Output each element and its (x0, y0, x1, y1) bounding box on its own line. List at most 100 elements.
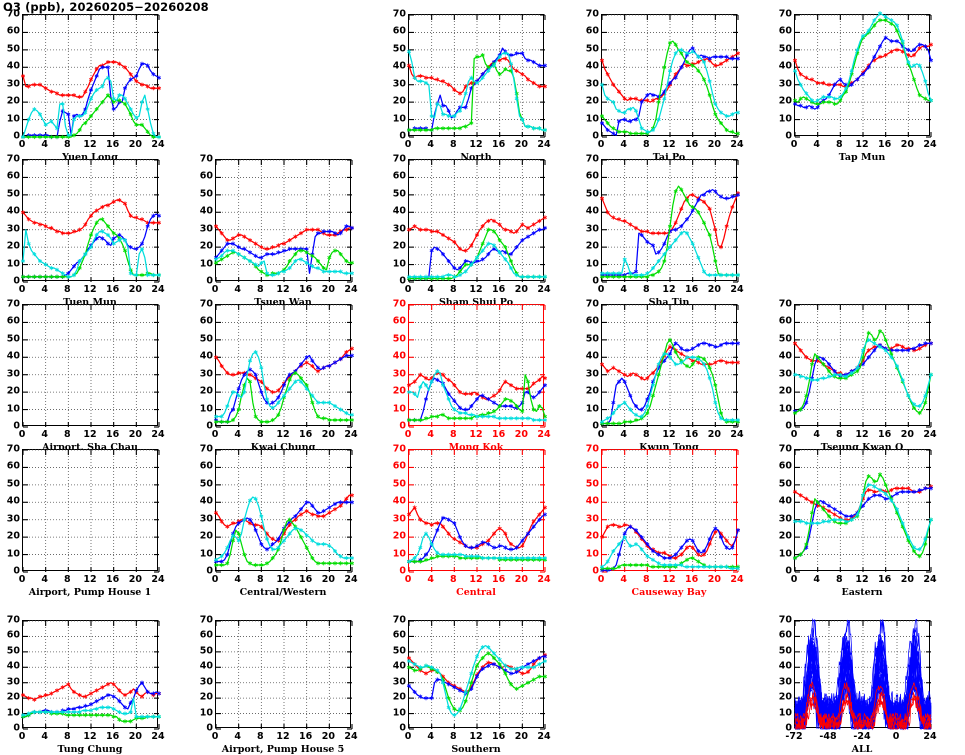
chart-panel-tai-po: 0 10 20 30 40 50 60 70 0 4 8 12 16 20 24 Tai Po (586, 9, 744, 162)
series-line-blue (794, 651, 932, 724)
x-axis-tick-label: 24 (730, 139, 744, 150)
y-axis-tick-label: 20 (6, 691, 20, 703)
series-markers-cyan (599, 231, 741, 278)
x-axis-tick-label: 12 (469, 139, 483, 150)
plot-area (406, 159, 548, 283)
x-axis-tick-label: 20 (514, 139, 528, 150)
x-axis-tick-label: 20 (900, 429, 914, 440)
panel-title-causeway-bay: Causeway Bay (631, 587, 707, 598)
y-axis-tick-label: 60 (778, 460, 792, 472)
y-axis-tick-label: 30 (6, 675, 20, 687)
x-axis-tick-label: 8 (450, 429, 457, 440)
y-axis-tick-label: 0 (206, 565, 213, 577)
y-axis-tick-label: 60 (585, 170, 599, 182)
plot-canvas (792, 11, 934, 138)
x-axis-tick-label: 8 (836, 574, 843, 585)
y-axis-tick-label: 20 (199, 530, 213, 542)
x-axis-tick-label: 4 (234, 429, 241, 440)
y-axis-tick-label: 40 (6, 60, 20, 72)
x-axis-tick-label: 24 (923, 574, 937, 585)
x-axis-tick-label: 12 (83, 429, 97, 440)
y-axis-tick-label: 70 (585, 8, 599, 20)
plot-canvas (406, 449, 548, 573)
series-markers-green (213, 370, 355, 424)
series-markers-red (20, 197, 162, 236)
y-axis-tick-label: 60 (585, 315, 599, 327)
x-axis-tick-label: -48 (819, 731, 837, 742)
plot-canvas (599, 304, 741, 428)
y-axis-tick-label: 40 (199, 350, 213, 362)
x-axis-tick-label: 12 (276, 731, 290, 742)
y-axis-tick-label: 0 (785, 565, 792, 577)
x-axis-tick-label: 4 (427, 731, 434, 742)
x-axis-tick-label: 8 (643, 429, 650, 440)
x-axis-tick-label: 16 (878, 139, 892, 150)
x-axis-tick-label: 24 (730, 574, 744, 585)
series-markers-cyan (599, 47, 741, 134)
y-axis-tick-label: 10 (392, 547, 406, 559)
series-line-blue (601, 47, 738, 136)
x-axis-tick-label: 24 (344, 731, 358, 742)
y-axis-tick-label: 70 (392, 614, 406, 626)
y-axis-tick-label: 70 (6, 153, 20, 165)
panel-title-eastern: Eastern (841, 587, 883, 598)
x-axis-tick-label: 4 (813, 429, 820, 440)
plot-area (599, 449, 741, 573)
x-axis-tick-label: 8 (836, 139, 843, 150)
series-markers-cyan (213, 496, 355, 562)
plot-canvas (599, 449, 741, 573)
y-axis-tick-label: 20 (585, 240, 599, 252)
chart-panel-yuen-long: 0 10 20 30 40 50 60 70 0 4 8 12 16 20 24 Yuen Long (7, 9, 165, 162)
y-axis-tick-label: 70 (778, 614, 792, 626)
y-axis-tick-label: 10 (585, 402, 599, 414)
series-markers-green (406, 651, 548, 713)
chart-panel-airport-sha-chau: 0 10 20 30 40 50 60 70 0 4 8 12 16 20 24 Airport, Sha C… (7, 299, 165, 452)
y-axis-tick-label: 70 (778, 298, 792, 310)
chart-panel-tsuen-wan: 0 10 20 30 40 50 60 70 0 4 8 12 16 20 24 Tsuen Wan (200, 154, 358, 307)
chart-panel-southern: 0 10 20 30 40 50 60 70 0 4 8 12 16 20 24 Southern (393, 615, 551, 754)
x-axis-tick-label: 0 (404, 429, 412, 440)
x-axis-tick-label: 0 (211, 284, 219, 295)
y-axis-tick-label: 50 (392, 43, 406, 55)
x-axis-tick-label: 0 (211, 574, 219, 585)
plot-area (213, 304, 355, 428)
y-axis-tick-label: 20 (392, 240, 406, 252)
x-axis-tick-label: 16 (685, 429, 699, 440)
x-axis-tick-label: 16 (299, 574, 313, 585)
x-axis-tick-label: 16 (492, 284, 506, 295)
y-axis-tick-label: 40 (199, 495, 213, 507)
series-markers-green (406, 379, 548, 423)
x-axis-tick-label: 20 (514, 429, 528, 440)
y-axis-tick-label: 70 (778, 443, 792, 455)
y-axis-tick-label: 0 (13, 722, 20, 734)
y-axis-tick-label: 40 (585, 495, 599, 507)
panel-title-tap-mun: Tap Mun (838, 152, 886, 163)
y-axis-tick-label: 10 (392, 112, 406, 124)
y-axis-tick-label: 40 (778, 60, 792, 72)
y-axis-tick-label: 20 (392, 530, 406, 542)
x-axis-tick-label: 16 (106, 284, 120, 295)
y-axis-tick-label: 20 (778, 385, 792, 397)
y-axis-tick-label: 30 (6, 222, 20, 234)
x-axis-tick-label: 20 (321, 574, 335, 585)
plot-area (22, 449, 160, 573)
panel-title-central-western: Central/Western (239, 587, 327, 598)
x-axis-tick-label: 4 (234, 731, 241, 742)
x-axis-tick-label: 0 (18, 731, 26, 742)
y-axis-tick-label: 50 (585, 478, 599, 490)
y-axis-tick-label: 60 (6, 25, 20, 37)
chart-panel-mong-kok: 0 10 20 30 40 50 60 70 0 4 8 12 16 20 24 Mong Kok (393, 299, 551, 452)
plot-area (599, 14, 741, 138)
plot-area (794, 618, 932, 731)
x-axis-tick-label: 0 (18, 574, 26, 585)
y-axis-tick-label: 50 (199, 188, 213, 200)
x-axis-tick-label: 16 (299, 731, 313, 742)
y-axis-tick-label: 50 (778, 645, 792, 657)
series-markers-red (599, 344, 741, 381)
x-axis-tick-label: -24 (853, 731, 871, 742)
x-axis-tick-label: 8 (643, 574, 650, 585)
y-axis-tick-label: 20 (392, 385, 406, 397)
y-axis-tick-label: 30 (392, 675, 406, 687)
series-markers-cyan (792, 11, 934, 103)
y-axis-tick-label: 0 (13, 565, 20, 577)
